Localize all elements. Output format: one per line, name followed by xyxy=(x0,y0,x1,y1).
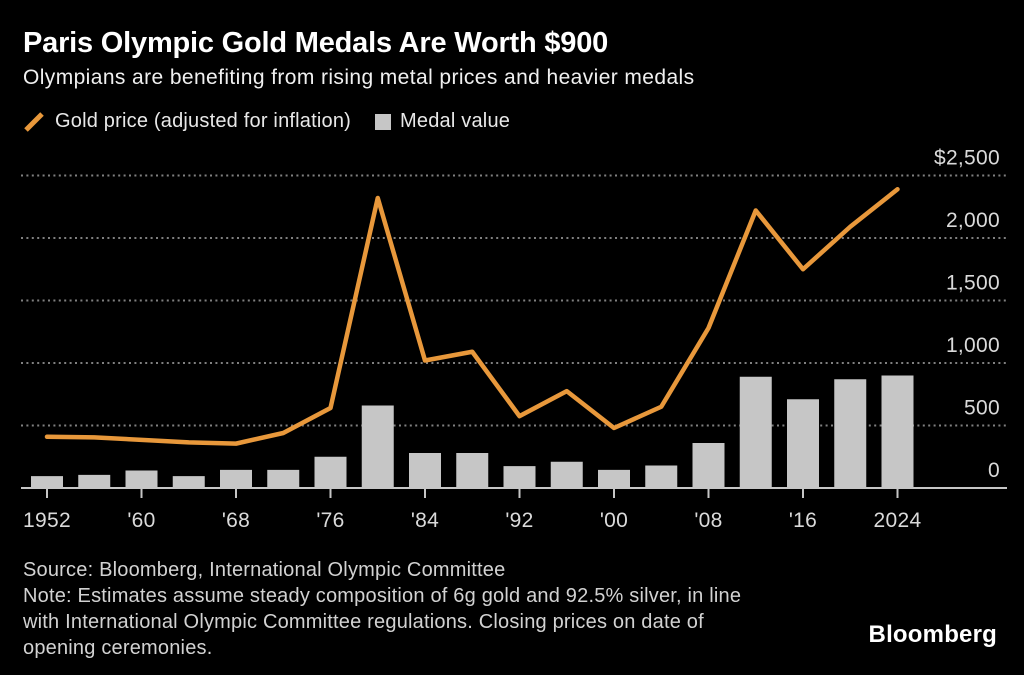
source-text: Source: Bloomberg, International Olympic… xyxy=(23,559,506,581)
x-axis-label-2024: 2024 xyxy=(874,509,922,532)
x-axis-label-2000: '00 xyxy=(600,509,628,532)
x-axis-label-1984: '84 xyxy=(411,509,439,532)
y-axis-label-0: 0 xyxy=(988,459,1000,482)
medal-value-bar-2004 xyxy=(645,465,678,488)
medal-value-bar-2024 xyxy=(881,375,914,488)
note-text-line-3: opening ceremonies. xyxy=(23,637,213,659)
medal-value-bar-1972 xyxy=(267,469,300,488)
medal-value-bar-2012 xyxy=(739,376,772,488)
legend-item-gold-price: Gold price (adjusted for inflation) xyxy=(22,110,351,133)
x-axis-label-1968: '68 xyxy=(222,509,250,532)
medal-value-bar-1992 xyxy=(503,466,536,488)
y-axis-label-500: 500 xyxy=(964,397,1000,420)
medal-value-bar-1956 xyxy=(78,474,111,488)
medal-value-bar-1968 xyxy=(220,469,252,488)
legend-label-gold-price: Gold price (adjusted for inflation) xyxy=(55,110,352,132)
bloomberg-logo: Bloomberg xyxy=(868,621,997,648)
note-text-line-1: Note: Estimates assume steady compositio… xyxy=(23,585,742,607)
medal-value-bar-2020 xyxy=(834,379,867,488)
gold-line-swatch-icon xyxy=(24,111,44,132)
medal-value-bar-2016 xyxy=(787,399,819,488)
note-text-line-2: with International Olympic Committee reg… xyxy=(23,611,704,633)
medal-value-bar-1964 xyxy=(172,476,205,488)
medal-value-bar-1984 xyxy=(409,453,441,488)
y-axis-label-1000: 1,000 xyxy=(946,334,1000,357)
medal-value-swatch-icon xyxy=(375,113,392,130)
chart-title: Paris Olympic Gold Medals Are Worth $900 xyxy=(23,27,609,59)
legend-label-medal-value: Medal value xyxy=(400,110,511,132)
medal-value-bar-1952 xyxy=(31,476,63,488)
x-axis-label-2008: '08 xyxy=(694,509,722,532)
medal-value-bar-1996 xyxy=(550,461,583,488)
x-axis-label-1952: 1952 xyxy=(23,509,71,532)
y-axis-label-1500: 1,500 xyxy=(946,272,1000,295)
medal-value-bar-2000 xyxy=(598,469,630,488)
medal-value-bar-1960 xyxy=(125,470,158,488)
medal-value-bar-1976 xyxy=(314,456,347,488)
medal-value-bar-2008 xyxy=(692,443,725,488)
gold-price-line xyxy=(44,187,900,446)
y-axis-label-2000: 2,000 xyxy=(946,209,1000,232)
chart-subtitle: Olympians are benefiting from rising met… xyxy=(23,66,695,89)
x-axis-label-2016: '16 xyxy=(789,509,817,532)
x-axis-label-1992: '92 xyxy=(505,509,533,532)
x-axis-label-1976: '76 xyxy=(316,509,344,532)
medal-value-bar-1980 xyxy=(361,405,394,488)
medal-value-bar-1988 xyxy=(456,453,489,488)
x-axis-label-1960: '60 xyxy=(127,509,155,532)
chart-legend: Gold price (adjusted for inflation) Meda… xyxy=(22,110,510,133)
legend-item-medal-value: Medal value xyxy=(375,110,510,133)
y-axis-label-2500: $2,500 xyxy=(934,147,1000,170)
